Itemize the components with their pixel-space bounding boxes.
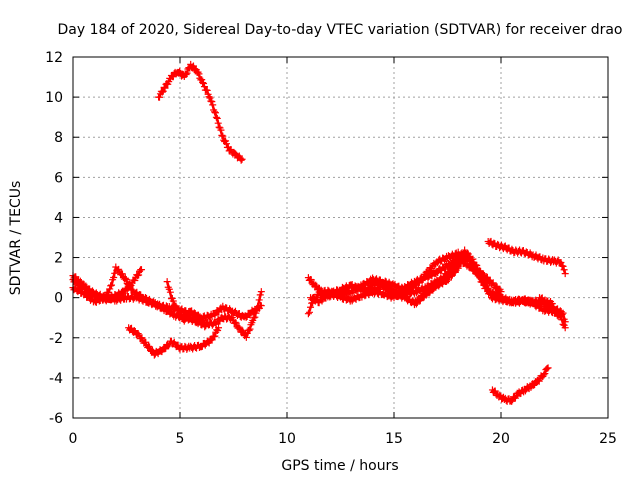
series-track-12	[484, 237, 569, 278]
y-tick-label: 12	[45, 50, 63, 66]
series-markers	[364, 251, 471, 299]
series-markers	[488, 364, 552, 405]
series-track-15	[488, 364, 552, 405]
x-axis-label: GPS time / hours	[281, 458, 398, 474]
series-markers	[484, 237, 569, 278]
x-tick-label: 20	[492, 431, 510, 447]
y-tick-label: 2	[54, 251, 63, 267]
y-axis-label: SDTVAR / TECUs	[8, 181, 24, 296]
series-track-1	[155, 60, 246, 164]
series-track-14	[536, 294, 556, 308]
y-tick-label: -6	[49, 411, 63, 427]
y-tick-label: 10	[45, 90, 63, 106]
series-track-6	[163, 278, 265, 341]
series-markers	[125, 324, 223, 359]
series-markers	[163, 278, 265, 341]
series-markers	[536, 294, 556, 308]
x-tick-label: 10	[278, 431, 296, 447]
x-tick-label: 5	[176, 431, 185, 447]
series-markers	[411, 250, 475, 307]
series-markers	[155, 60, 246, 164]
y-tick-label: 4	[54, 210, 63, 226]
y-tick-label: -4	[49, 371, 63, 387]
plot-border	[72, 56, 609, 419]
y-tick-label: 0	[54, 291, 63, 307]
series-track-11	[411, 250, 475, 307]
x-tick-label: 15	[385, 431, 403, 447]
series-track-5	[125, 324, 223, 359]
chart-title: Day 184 of 2020, Sidereal Day-to-day VTE…	[57, 22, 622, 38]
y-tick-label: 8	[54, 130, 63, 146]
axis-ticks: 0 5 10 15 20 25 -6 -4 -2 0 2 4 6 8 10 12	[45, 50, 617, 447]
x-tick-label: 0	[69, 431, 78, 447]
y-tick-label: -2	[49, 331, 63, 347]
data-layer	[69, 60, 569, 405]
x-tick-label: 25	[599, 431, 617, 447]
y-tick-label: 6	[54, 170, 63, 186]
